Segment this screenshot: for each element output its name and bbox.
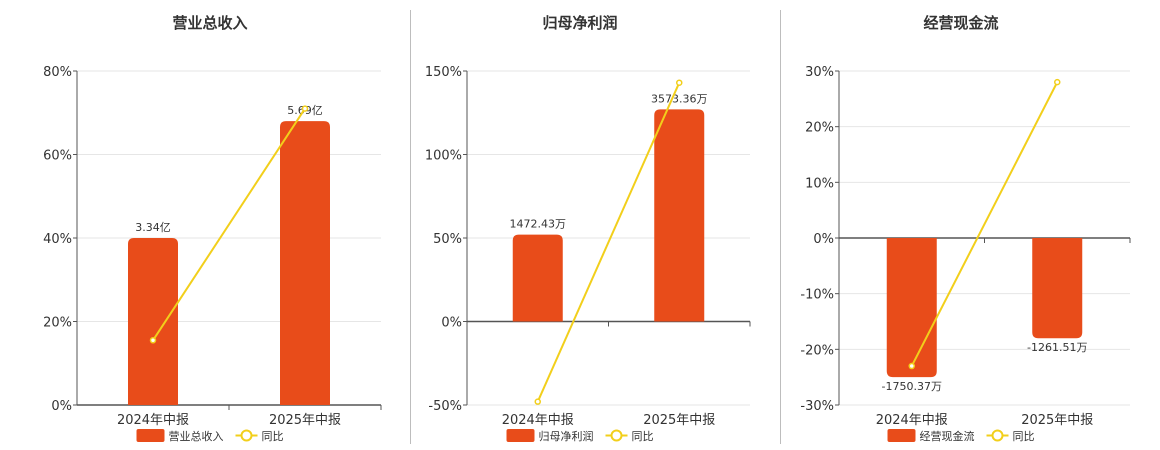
x-tick-label: 2024年中报 <box>502 413 574 428</box>
chart-title: 经营现金流 <box>923 14 998 32</box>
legend-line-marker <box>991 429 1004 442</box>
legend-line-label: 同比 <box>1013 430 1035 443</box>
y-tick-label: -30% <box>800 399 834 414</box>
bar-data-label: 1472.43万 <box>510 218 567 231</box>
y-tick-label: 150% <box>425 65 462 80</box>
y-tick-label: -50% <box>428 399 462 414</box>
bar-data-label: -1750.37万 <box>882 380 942 393</box>
series-line <box>536 82 681 403</box>
series-line <box>910 81 1059 367</box>
y-tick-label: 0% <box>51 399 72 414</box>
y-tick-label: 60% <box>43 149 72 164</box>
legend-bar-label: 营业总收入 <box>169 429 224 443</box>
legend-bar-swatch <box>506 429 535 442</box>
series-line <box>152 108 306 341</box>
line-point <box>908 362 915 370</box>
y-tick-label: 30% <box>805 65 834 80</box>
bar <box>280 121 330 405</box>
legend-line-label: 同比 <box>262 430 284 443</box>
y-tick-label: -20% <box>800 343 834 358</box>
x-tick-label: 2025年中报 <box>1021 413 1093 428</box>
x-tick-label: 2025年中报 <box>269 413 341 428</box>
y-tick-label: -10% <box>800 288 834 303</box>
y-tick-label: 40% <box>43 232 72 247</box>
legend-line-marker <box>240 429 253 442</box>
legend-bar-label: 归母净利润 <box>539 429 594 443</box>
legend-bar-label: 经营现金流 <box>920 429 975 443</box>
bar-data-label: -1261.51万 <box>1027 341 1087 354</box>
chart-title: 归母净利润 <box>542 14 617 32</box>
bar <box>512 234 563 322</box>
line-point <box>301 105 309 112</box>
bar-data-label: 3.34亿 <box>135 221 171 234</box>
y-tick-label: 20% <box>43 316 72 331</box>
legend-bar-swatch <box>136 429 165 442</box>
line-point <box>149 337 157 344</box>
line-point <box>676 79 683 86</box>
y-tick-label: 10% <box>805 176 834 191</box>
x-tick-label: 2025年中报 <box>643 413 715 428</box>
y-tick-label: 80% <box>43 65 72 80</box>
panel-divider <box>410 10 411 444</box>
x-tick-label: 2024年中报 <box>876 413 948 428</box>
y-tick-label: 0% <box>441 316 462 331</box>
y-tick-label: 100% <box>425 149 462 164</box>
line-point <box>1054 78 1061 86</box>
bar <box>654 109 705 322</box>
chart-title: 营业总收入 <box>172 14 247 32</box>
bar <box>128 238 178 405</box>
bar <box>886 238 937 378</box>
bar-data-label: 3573.36万 <box>651 92 708 105</box>
legend-line-marker <box>610 429 623 442</box>
legend-bar-swatch <box>887 429 916 442</box>
line-point <box>534 398 541 405</box>
x-tick-label: 2024年中报 <box>117 413 189 428</box>
panel-divider <box>780 10 781 444</box>
y-tick-label: 50% <box>433 232 462 247</box>
legend-line-label: 同比 <box>632 430 654 443</box>
y-tick-label: 20% <box>805 121 834 136</box>
bar <box>1032 238 1083 339</box>
y-tick-label: 0% <box>813 232 834 247</box>
